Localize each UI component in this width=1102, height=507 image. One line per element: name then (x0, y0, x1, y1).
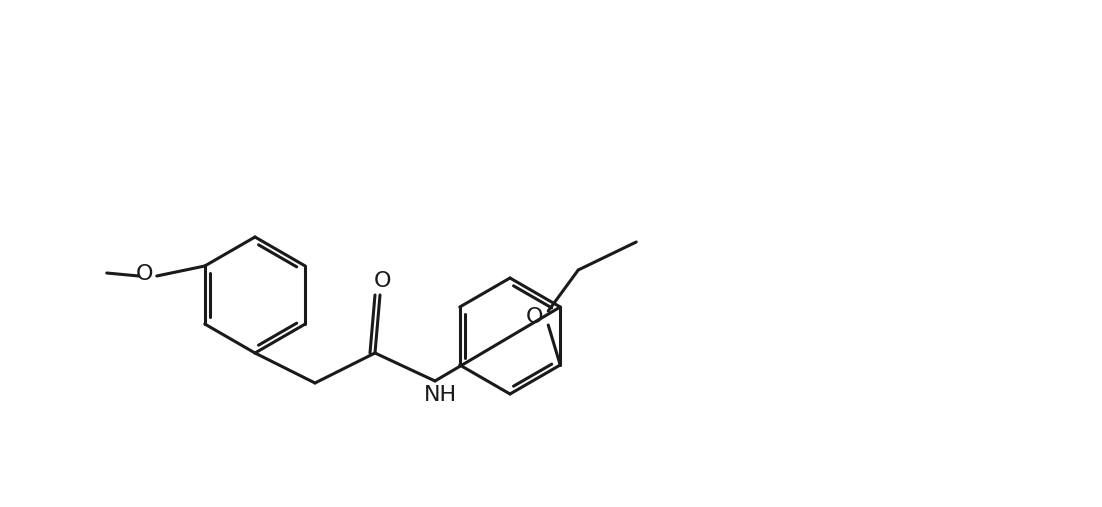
Text: O: O (374, 271, 391, 291)
Text: O: O (136, 264, 153, 284)
Text: NH: NH (423, 385, 456, 405)
Text: O: O (526, 307, 543, 327)
